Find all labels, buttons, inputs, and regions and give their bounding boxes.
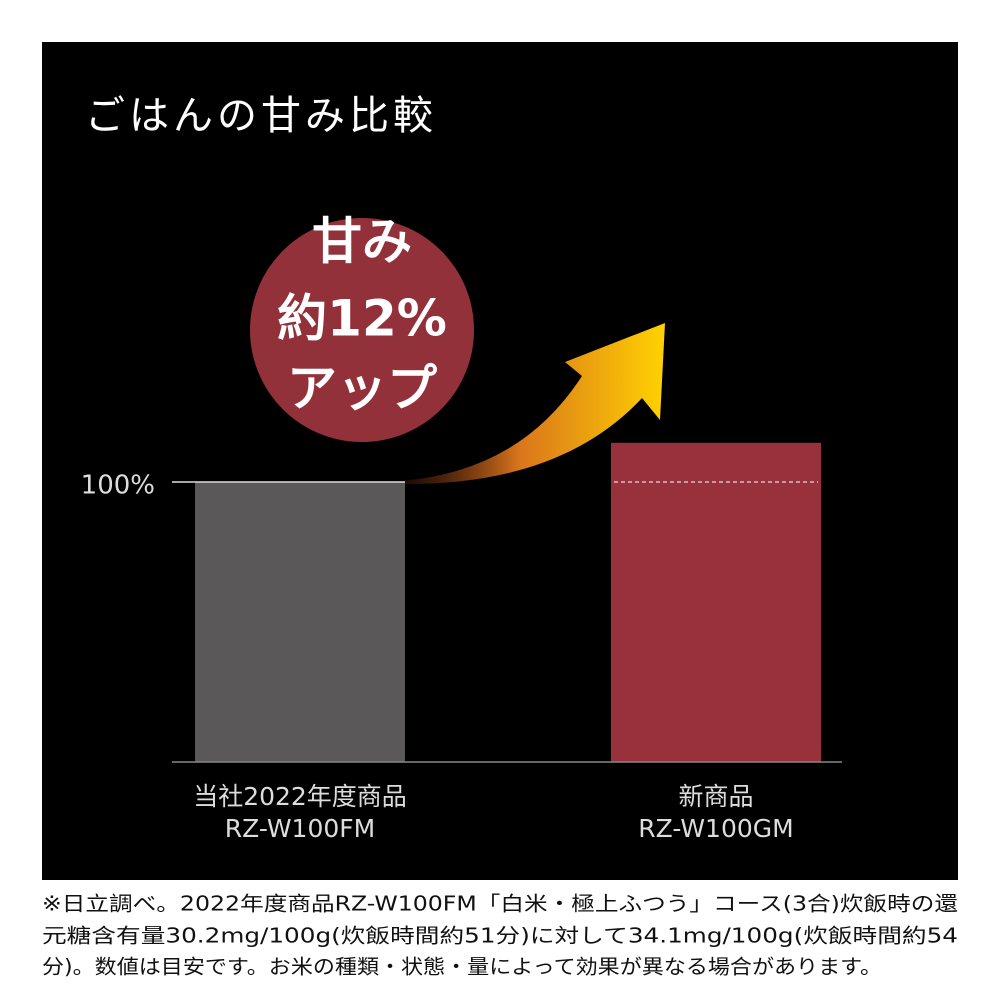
badge-line: 甘み <box>312 213 412 271</box>
chart-title: ごはんの甘み比較 <box>85 93 437 139</box>
badge <box>250 218 474 442</box>
x-tick-label: RZ-W100FM <box>225 814 375 843</box>
footnote: 分)。数値は目安です。お米の種類・状態・量によって効果が異なる場合があります。 <box>42 955 882 979</box>
footnote: ※日立調べ。2022年度商品RZ-W100FM「白米・極上ふつう」コース(3合)… <box>42 892 958 916</box>
y-tick-label: 100% <box>81 471 155 501</box>
x-tick-label: RZ-W100GM <box>638 814 793 843</box>
bar <box>611 442 821 762</box>
badge-line: アップ <box>287 360 437 418</box>
footnote: 元糖含有量30.2mg/100g(炊飯時間約51分)に対して34.1mg/100… <box>42 924 958 948</box>
arrow <box>400 323 665 485</box>
x-tick-label: 当社2022年度商品 <box>193 782 407 811</box>
bar <box>195 482 405 762</box>
badge-line: 約12% <box>277 290 447 348</box>
x-tick-label: 新商品 <box>678 782 753 811</box>
